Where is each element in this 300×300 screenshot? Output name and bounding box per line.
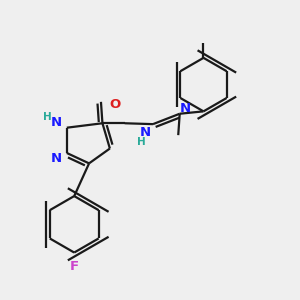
Text: N: N <box>51 152 62 164</box>
Text: N: N <box>51 116 62 129</box>
Text: N: N <box>179 102 191 115</box>
Text: O: O <box>110 98 121 111</box>
Text: N: N <box>140 126 151 139</box>
Text: H: H <box>137 137 146 147</box>
Text: F: F <box>70 260 79 273</box>
Text: H: H <box>43 112 52 122</box>
